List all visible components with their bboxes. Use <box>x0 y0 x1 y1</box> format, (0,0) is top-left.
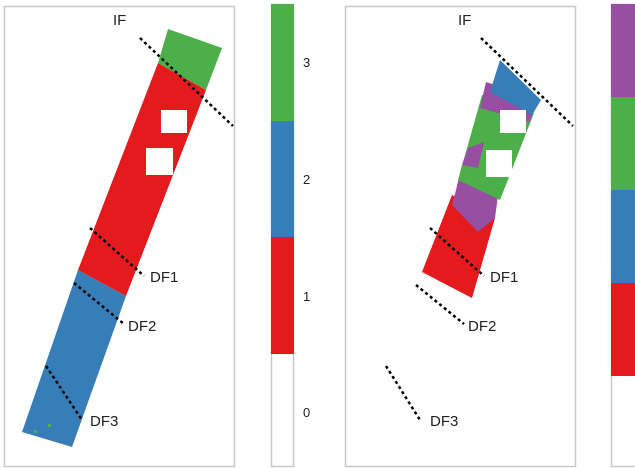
colorbar-tick-0: 0 <box>303 405 310 420</box>
right-specimen <box>422 60 541 298</box>
left-hole-1 <box>161 110 187 133</box>
colorbar-segment-green <box>271 4 294 121</box>
colorbar-tick-1: 1 <box>303 289 310 304</box>
right-df3-line <box>384 365 422 421</box>
right-hole-2 <box>486 150 512 177</box>
colorbar-tick-3: 3 <box>303 55 310 70</box>
left-label-if: IF <box>113 12 126 29</box>
right-label-df3: DF3 <box>430 413 458 430</box>
colorbar-right-segment-blue <box>611 190 635 283</box>
left-df3-line <box>44 365 84 421</box>
right-region-purple-fringe <box>462 142 484 168</box>
colorbar-segment-red <box>271 237 294 354</box>
left-specimen <box>22 29 222 447</box>
right-label-if: IF <box>458 12 471 29</box>
left-label-df1: DF1 <box>150 269 178 286</box>
left-speckle <box>48 424 51 427</box>
left-speckle <box>34 430 37 433</box>
colorbar-right-segment-red <box>611 283 635 376</box>
right-label-df1: DF1 <box>490 269 518 286</box>
left-label-df2: DF2 <box>128 318 156 335</box>
right-df2-line <box>415 284 465 325</box>
left-fracture-lines <box>44 37 234 421</box>
colorbar-tick-2: 2 <box>303 172 310 187</box>
left-label-df3: DF3 <box>90 413 118 430</box>
colorbar-right-segment-purple <box>611 4 635 97</box>
colorbar-segment-blue <box>271 121 294 237</box>
right-region-blue <box>490 60 541 115</box>
right-label-df2: DF2 <box>468 318 496 335</box>
left-df2-line <box>73 282 125 325</box>
colorbar-right <box>610 3 635 468</box>
right-fracture-lines <box>384 37 574 421</box>
right-df1-line <box>429 227 485 277</box>
left-region-green <box>158 29 222 90</box>
colorbar-right-segment-green <box>611 97 635 190</box>
colorbar <box>270 3 295 468</box>
left-df1-line <box>89 227 145 277</box>
left-region-blue <box>22 270 126 447</box>
right-hole-1 <box>500 110 526 133</box>
left-hole-2 <box>146 148 173 175</box>
